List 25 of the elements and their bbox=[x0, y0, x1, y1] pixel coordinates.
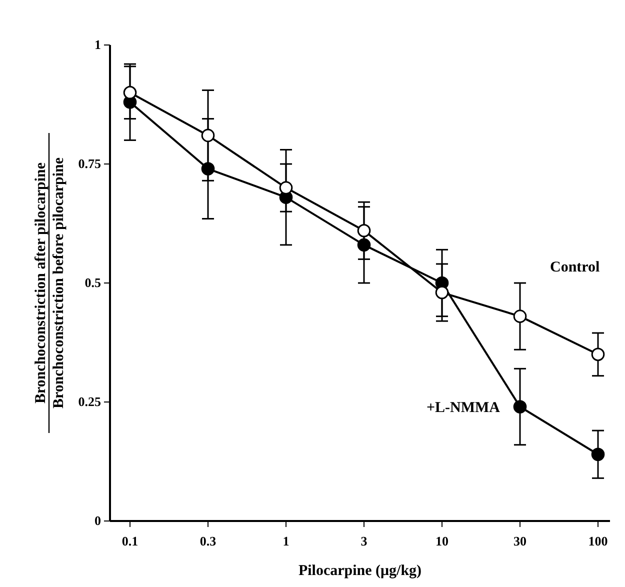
y-tick-label: 1 bbox=[94, 37, 101, 52]
y-tick-label: 0.5 bbox=[84, 275, 102, 290]
x-tick-label: 3 bbox=[360, 534, 368, 549]
point bbox=[591, 348, 605, 362]
point bbox=[357, 224, 371, 238]
point bbox=[123, 86, 137, 100]
x-tick-label: 30 bbox=[514, 534, 526, 549]
x-tick-label: 0.3 bbox=[200, 534, 217, 549]
point bbox=[513, 310, 527, 323]
y-axis-title: Bronchoconstriction after pilocarpine Bronchoconstriction before pilocarpine bbox=[33, 157, 67, 409]
series-label: +L-NMMA bbox=[426, 400, 500, 416]
y-tick-label: 0 bbox=[94, 513, 101, 528]
x-tick-label: 100 bbox=[588, 534, 608, 549]
x-tick-label: 10 bbox=[436, 534, 448, 549]
y-tick-label: 0.75 bbox=[78, 156, 102, 172]
x-axis-title: Pilocarpine (μg/kg) bbox=[298, 563, 422, 579]
point bbox=[201, 128, 215, 142]
x-tick-label: 0.1 bbox=[122, 534, 138, 549]
text: Control bbox=[550, 259, 600, 276]
y-tick-label: 0.25 bbox=[78, 394, 102, 410]
point bbox=[513, 400, 527, 414]
point bbox=[435, 286, 449, 300]
x-tick-label: 1 bbox=[282, 534, 290, 549]
point bbox=[591, 448, 605, 462]
point bbox=[279, 181, 293, 194]
